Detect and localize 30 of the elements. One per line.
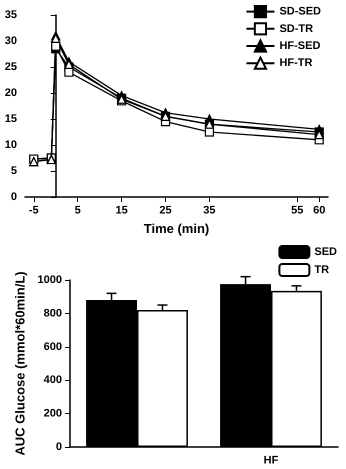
y-tick-label: 0 — [56, 441, 62, 453]
x-tick-label: 35 — [203, 204, 216, 216]
legend-label: SED — [314, 246, 338, 258]
y-tick-label: 5 — [10, 165, 17, 177]
y-axis-title: AUC Glucose (mmol*60min/L) — [12, 271, 28, 456]
y-tick-label: 600 — [44, 340, 62, 353]
y-tick-label: 15 — [4, 113, 17, 125]
legend-label: HF-SED — [279, 40, 320, 52]
legend-label: HF-TR — [279, 57, 312, 70]
x-tick-label: 15 — [115, 204, 128, 216]
x-tick-label: 5 — [74, 204, 81, 216]
y-tick-label: 1000 — [38, 274, 62, 286]
x-tick-label: 55 — [291, 204, 304, 216]
x-tick-label: 60 — [313, 204, 326, 216]
x-tick-label: 25 — [159, 204, 172, 216]
y-tick-label: 400 — [44, 374, 62, 386]
x-tick-label: HF — [264, 454, 279, 466]
y-tick-label: 30 — [4, 35, 17, 47]
y-tick-label: 800 — [44, 307, 62, 320]
y-tick-label: 20 — [4, 87, 17, 99]
y-tick-label: 0 — [10, 191, 17, 203]
y-tick-label: 10 — [4, 139, 17, 151]
y-tick-label: 25 — [4, 61, 17, 73]
y-tick-label: 200 — [44, 408, 62, 420]
x-tick-label: -5 — [28, 204, 39, 216]
legend-label: SD-SED — [279, 6, 322, 18]
y-tick-label: 35 — [4, 9, 17, 21]
legend-label: TR — [314, 264, 330, 276]
legend-label: SD-TR — [279, 22, 314, 35]
x-axis-title: Time (min) — [144, 221, 210, 236]
